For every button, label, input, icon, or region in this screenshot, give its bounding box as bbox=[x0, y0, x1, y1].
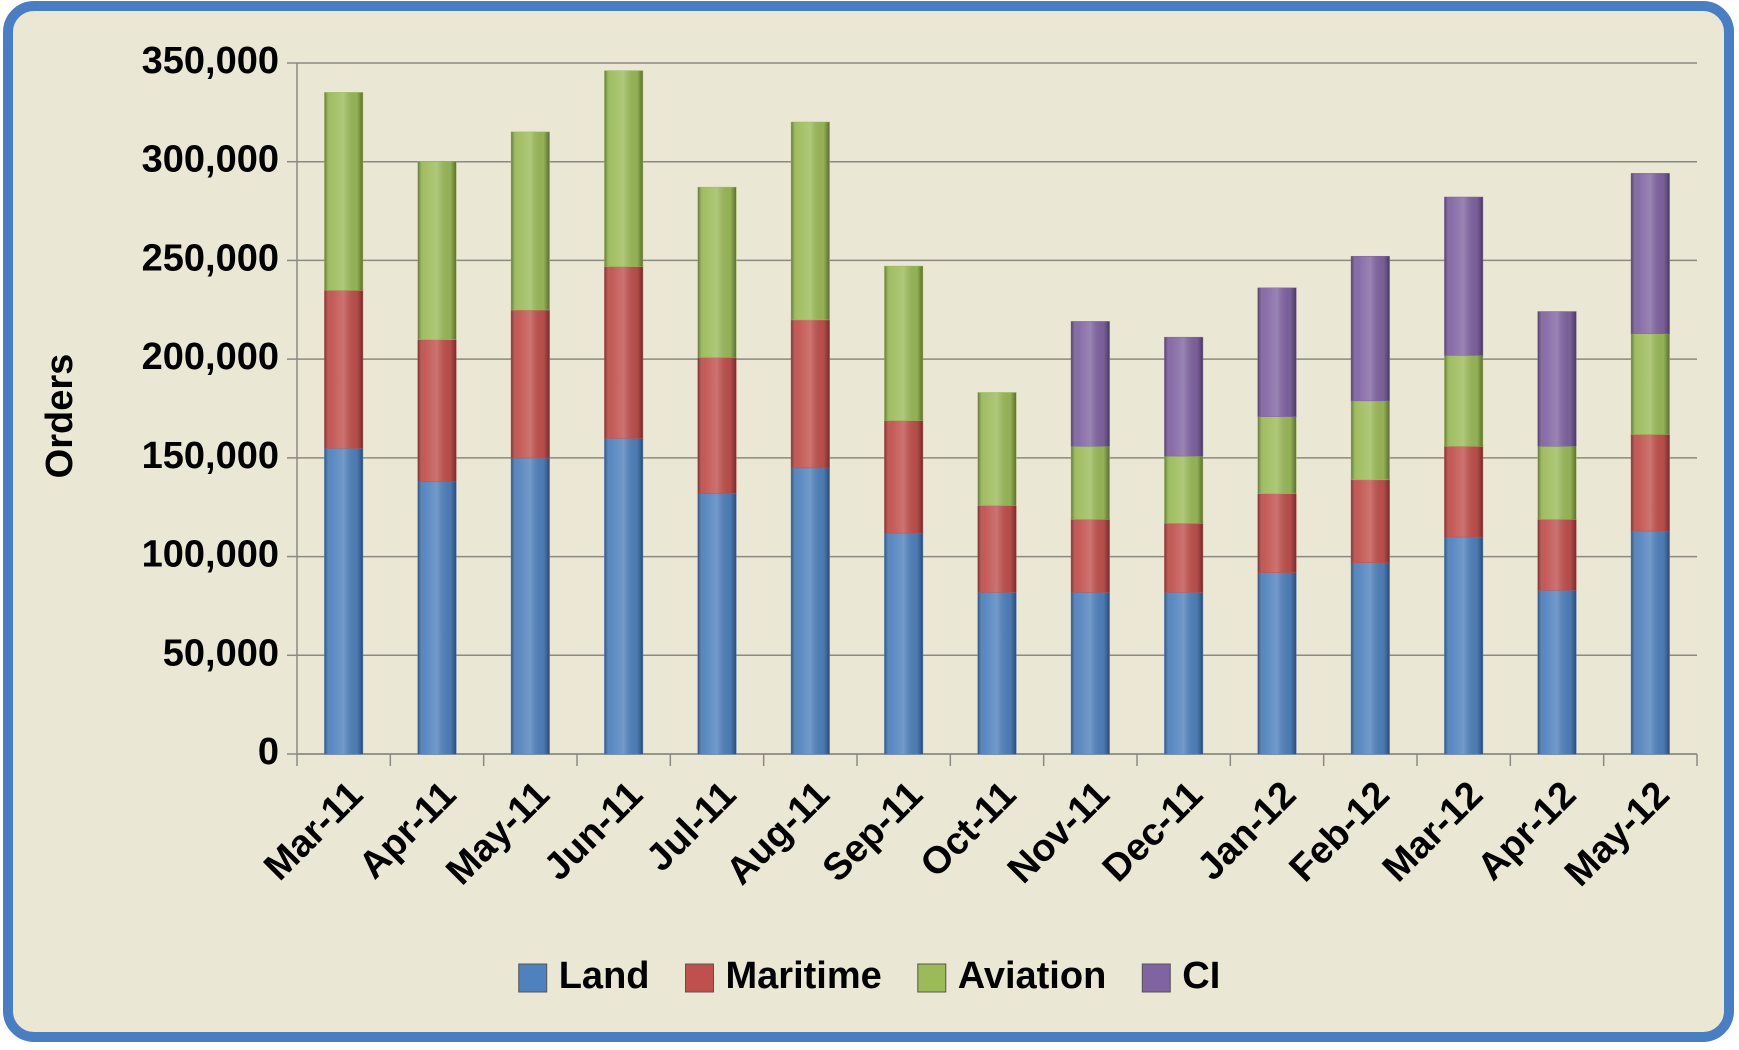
bar-shade bbox=[1631, 173, 1670, 334]
bar-shade bbox=[1071, 321, 1110, 447]
bar-shade bbox=[1071, 446, 1110, 520]
bar-shade bbox=[1258, 416, 1296, 494]
bar-shade bbox=[1444, 536, 1483, 754]
bar-shade bbox=[511, 457, 550, 754]
y-tick-label: 150,000 bbox=[142, 435, 279, 477]
bar-shade bbox=[791, 122, 830, 320]
y-tick-label: 50,000 bbox=[163, 632, 279, 674]
bar-shade bbox=[511, 132, 550, 310]
bar-shade bbox=[978, 505, 1016, 593]
bar-shade bbox=[1538, 446, 1576, 520]
legend-label: CI bbox=[1182, 955, 1220, 997]
bar-shade bbox=[884, 532, 923, 754]
legend-swatch bbox=[685, 963, 714, 993]
bar-shade bbox=[604, 266, 643, 439]
y-tick-label: 0 bbox=[258, 731, 279, 773]
bar-shade bbox=[1351, 256, 1390, 401]
legend-label: Aviation bbox=[958, 955, 1107, 997]
bar-shade bbox=[1631, 434, 1670, 531]
bar-shade bbox=[978, 592, 1016, 754]
bar-shade bbox=[698, 357, 736, 494]
bar-shade bbox=[1164, 523, 1203, 593]
bar-shade bbox=[1538, 311, 1576, 447]
bar-shade bbox=[511, 309, 550, 458]
bar-shade bbox=[1071, 592, 1110, 754]
bar-shade bbox=[1444, 446, 1483, 537]
legend-label: Maritime bbox=[726, 955, 882, 997]
bar-shade bbox=[1164, 455, 1203, 524]
bar-shade bbox=[1538, 590, 1576, 754]
bar-shade bbox=[324, 290, 363, 448]
bar-shade bbox=[1351, 562, 1390, 754]
bar-shade bbox=[978, 392, 1016, 506]
bar-shade bbox=[604, 438, 643, 754]
y-tick-label: 250,000 bbox=[142, 237, 279, 279]
bar-shade bbox=[1444, 355, 1483, 447]
bar-shade bbox=[324, 447, 363, 754]
bar-shade bbox=[1258, 572, 1296, 754]
legend-label: Land bbox=[559, 955, 650, 997]
bar-shade bbox=[1351, 400, 1390, 480]
legend-swatch bbox=[1141, 963, 1171, 993]
bar-shade bbox=[418, 161, 456, 340]
bar-shade bbox=[1444, 197, 1483, 356]
bar-shade bbox=[1164, 337, 1203, 456]
y-tick-label: 100,000 bbox=[142, 534, 279, 576]
bar-shade bbox=[1631, 333, 1670, 435]
bar-shade bbox=[1258, 288, 1296, 417]
bar-shade bbox=[1071, 519, 1110, 593]
bar-shade bbox=[604, 70, 643, 267]
legend-swatch bbox=[917, 963, 947, 993]
bar-shade bbox=[791, 467, 830, 754]
bar-shade bbox=[1351, 479, 1390, 563]
y-tick-label: 350,000 bbox=[142, 40, 279, 82]
bar-shade bbox=[1258, 493, 1296, 573]
bar-shade bbox=[884, 266, 923, 421]
y-tick-label: 300,000 bbox=[142, 139, 279, 181]
bar-shade bbox=[884, 420, 923, 533]
bar-shade bbox=[418, 339, 456, 482]
bar-shade bbox=[1631, 530, 1670, 754]
y-tick-label: 200,000 bbox=[142, 336, 279, 378]
bar-shade bbox=[698, 187, 736, 358]
legend-swatch bbox=[518, 963, 548, 993]
bar-shade bbox=[1164, 592, 1203, 754]
bar-shade bbox=[1538, 519, 1576, 591]
bar-shade bbox=[418, 481, 456, 754]
y-axis-label: Orders bbox=[39, 354, 81, 479]
bar-shade bbox=[698, 493, 736, 754]
bar-shade bbox=[791, 319, 830, 468]
bar-shade bbox=[324, 92, 363, 291]
